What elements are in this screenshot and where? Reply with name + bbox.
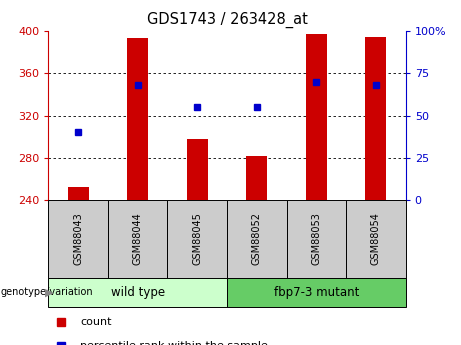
Text: count: count — [80, 317, 112, 327]
Text: fbp7-3 mutant: fbp7-3 mutant — [274, 286, 359, 299]
Text: genotype/variation: genotype/variation — [1, 287, 94, 297]
Bar — [366, 37, 386, 200]
Text: GSM88043: GSM88043 — [73, 213, 83, 265]
Bar — [48, 200, 108, 278]
Bar — [306, 34, 327, 200]
Text: percentile rank within the sample: percentile rank within the sample — [80, 342, 268, 345]
Bar — [246, 156, 267, 200]
Bar — [227, 278, 406, 307]
Title: GDS1743 / 263428_at: GDS1743 / 263428_at — [147, 12, 307, 28]
Text: GSM88053: GSM88053 — [311, 213, 321, 265]
Bar — [108, 200, 167, 278]
Text: GSM88052: GSM88052 — [252, 213, 262, 265]
Text: wild type: wild type — [111, 286, 165, 299]
Bar — [127, 38, 148, 200]
Bar — [287, 200, 346, 278]
Bar — [48, 278, 227, 307]
Text: GSM88044: GSM88044 — [133, 213, 143, 265]
Bar — [167, 200, 227, 278]
Bar — [227, 200, 287, 278]
Bar — [68, 187, 89, 200]
Bar — [346, 200, 406, 278]
Text: GSM88054: GSM88054 — [371, 213, 381, 265]
Text: GSM88045: GSM88045 — [192, 213, 202, 265]
Bar — [187, 139, 208, 200]
Text: ▶: ▶ — [45, 287, 53, 297]
